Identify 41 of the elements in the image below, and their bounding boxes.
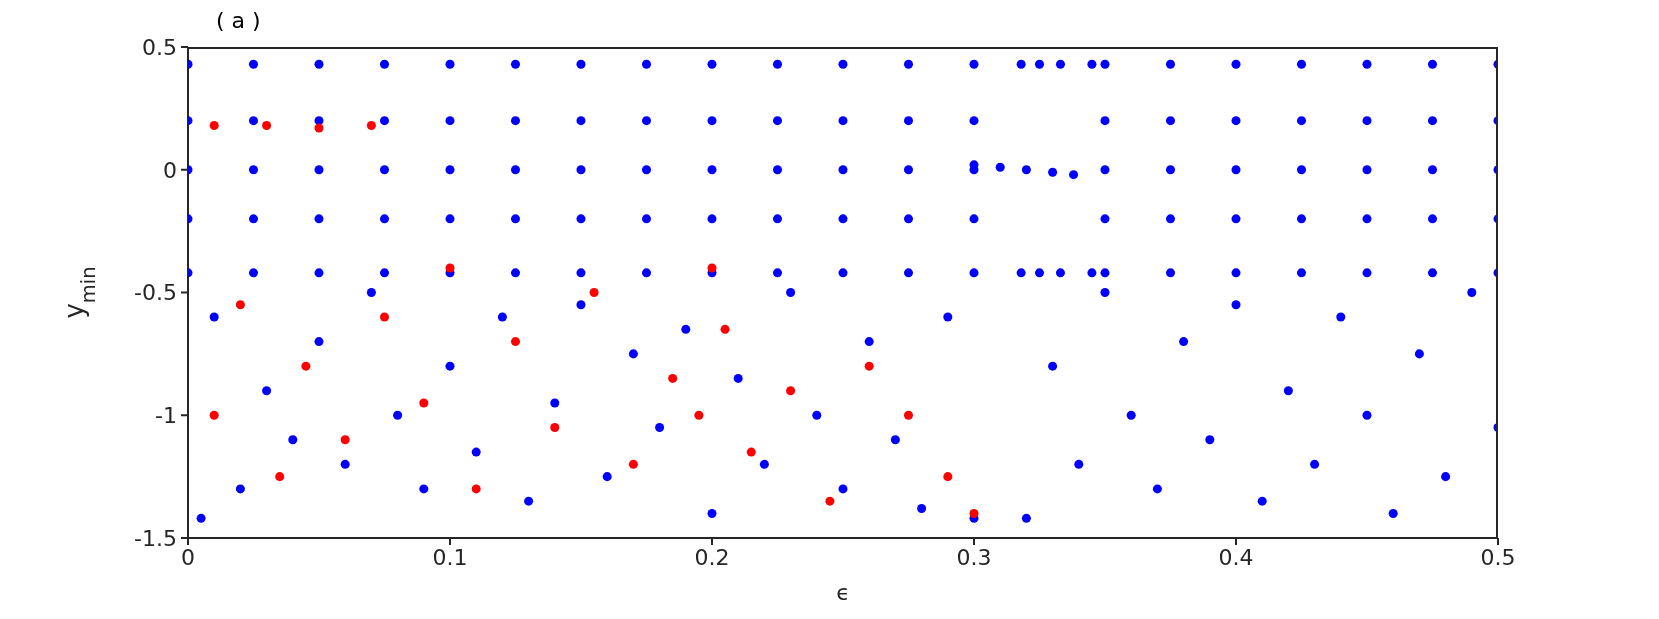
point [301, 361, 311, 371]
point [445, 263, 455, 273]
x-tick-label: 0 [181, 544, 195, 570]
y-tick-label: -1.5 [134, 525, 177, 551]
chart-title: ( a ) [216, 8, 261, 33]
point [471, 484, 481, 494]
x-tick-label: 0.1 [432, 544, 468, 570]
y-tick-label: -0.5 [134, 280, 177, 306]
point [825, 496, 835, 506]
point [943, 472, 953, 482]
point [720, 324, 730, 334]
y-tick-label: 0.5 [142, 34, 177, 60]
point [864, 361, 874, 371]
point [262, 121, 272, 131]
point [314, 123, 324, 133]
point [628, 459, 638, 469]
point [275, 472, 285, 482]
point [668, 373, 678, 383]
point [786, 386, 796, 396]
x-axis-title: ϵ [836, 580, 850, 605]
y-tick-label: 0 [163, 157, 177, 183]
y-tick-label: -1 [155, 403, 177, 429]
point [209, 410, 219, 420]
x-tick-label: 0.3 [956, 544, 992, 570]
point [235, 300, 245, 310]
x-tick-label: 0.4 [1218, 544, 1254, 570]
x-tick-label: 0.2 [694, 544, 730, 570]
x-tick-label: 0.5 [1480, 544, 1516, 570]
point [694, 410, 704, 420]
point [510, 337, 521, 347]
point [550, 423, 560, 433]
point [366, 121, 376, 131]
point [419, 398, 429, 408]
point [707, 263, 717, 273]
point [209, 121, 219, 131]
point [746, 447, 756, 457]
point [589, 287, 599, 298]
point [969, 508, 979, 518]
point [379, 312, 390, 322]
point [903, 410, 914, 420]
point [340, 435, 350, 445]
